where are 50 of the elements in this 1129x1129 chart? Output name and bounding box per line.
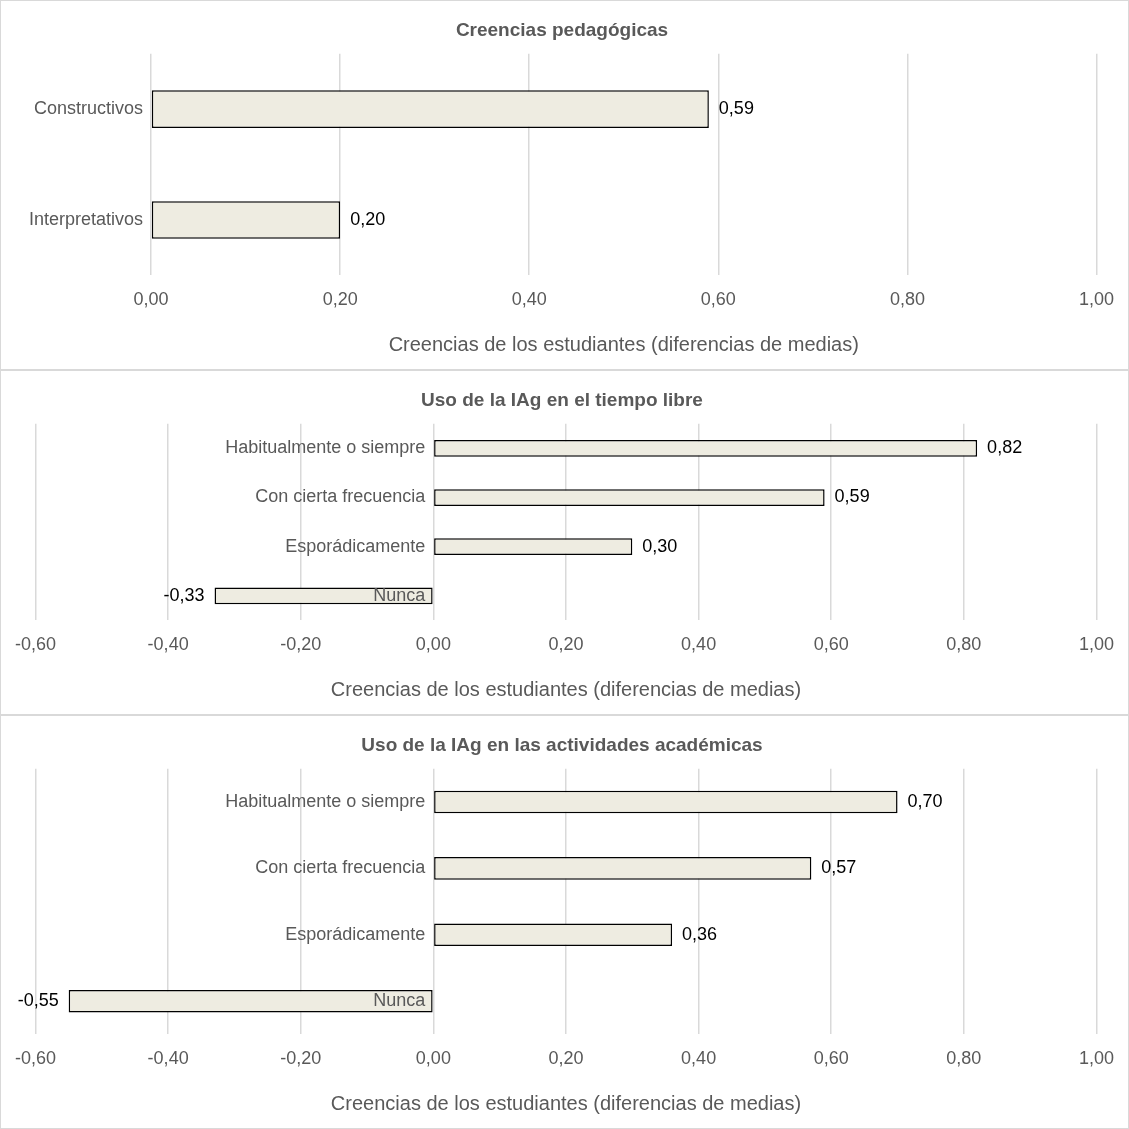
data-label: 0,70 (907, 790, 943, 811)
x-tick-label: -0,60 (15, 634, 57, 655)
x-tick-label: -0,40 (147, 634, 189, 655)
data-label: 0,82 (987, 437, 1023, 458)
x-tick-label: 0,20 (548, 1048, 584, 1069)
x-tick-label: 0,80 (946, 1048, 982, 1069)
x-axis-title: Creencias de los estudiantes (diferencias de medias) (330, 677, 802, 700)
x-tick-label: 1,00 (1078, 1048, 1115, 1069)
y-tick-label: Con cierta frecuencia (255, 486, 427, 507)
x-tick-label: 0,20 (322, 289, 358, 310)
chart-title: Uso de la IAg en las actividades académicas (361, 733, 763, 755)
data-label: -0,33 (163, 584, 205, 605)
y-tick-label: Con cierta frecuencia (255, 857, 427, 878)
data-label: -0,55 (17, 990, 59, 1011)
y-tick-label: Nunca (373, 584, 427, 605)
x-tick-label: 0,40 (681, 1048, 717, 1069)
y-tick-label: Interpretativos (28, 208, 144, 229)
x-tick-label: -0,20 (280, 634, 322, 655)
data-label: 0,30 (642, 535, 678, 556)
x-tick-label: 0,60 (813, 1048, 849, 1069)
x-tick-label: 0,20 (548, 634, 584, 655)
x-tick-label: 0,60 (813, 634, 849, 655)
y-tick-label: Constructivos (34, 98, 144, 119)
chart-title: Uso de la IAg en el tiempo libre (421, 388, 703, 410)
x-tick-label: 0,00 (133, 289, 169, 310)
x-tick-label: 0,40 (511, 289, 547, 310)
x-axis-title: Creencias de los estudiantes (diferencias de medias) (330, 1091, 802, 1114)
y-tick-label: Habitualmente o siempre (225, 437, 426, 458)
x-tick-label: 1,00 (1078, 289, 1115, 310)
x-tick-label: -0,60 (15, 1048, 57, 1069)
x-tick-label: 0,00 (415, 634, 451, 655)
data-label: 0,59 (834, 486, 870, 507)
data-label: 0,59 (718, 98, 754, 119)
data-label: 0,20 (350, 208, 386, 229)
y-tick-label: Esporádicamente (285, 535, 426, 556)
x-axis-title: Creencias de los estudiantes (diferencias de medias) (388, 332, 859, 355)
x-tick-label: 0,00 (415, 1048, 451, 1069)
y-tick-label: Esporádicamente (285, 923, 426, 944)
y-tick-label: Nunca (373, 990, 427, 1011)
x-tick-label: -0,40 (147, 1048, 189, 1069)
x-tick-label: 0,80 (946, 634, 982, 655)
x-tick-label: 0,40 (681, 634, 717, 655)
data-label: 0,57 (821, 857, 857, 878)
x-tick-label: 0,80 (889, 289, 925, 310)
chart-title: Creencias pedagógicas (455, 18, 669, 40)
data-label: 0,36 (682, 923, 718, 944)
x-tick-label: 0,60 (700, 289, 736, 310)
x-tick-label: 1,00 (1078, 634, 1115, 655)
y-tick-label: Habitualmente o siempre (225, 790, 426, 811)
x-tick-label: -0,20 (280, 1048, 322, 1069)
